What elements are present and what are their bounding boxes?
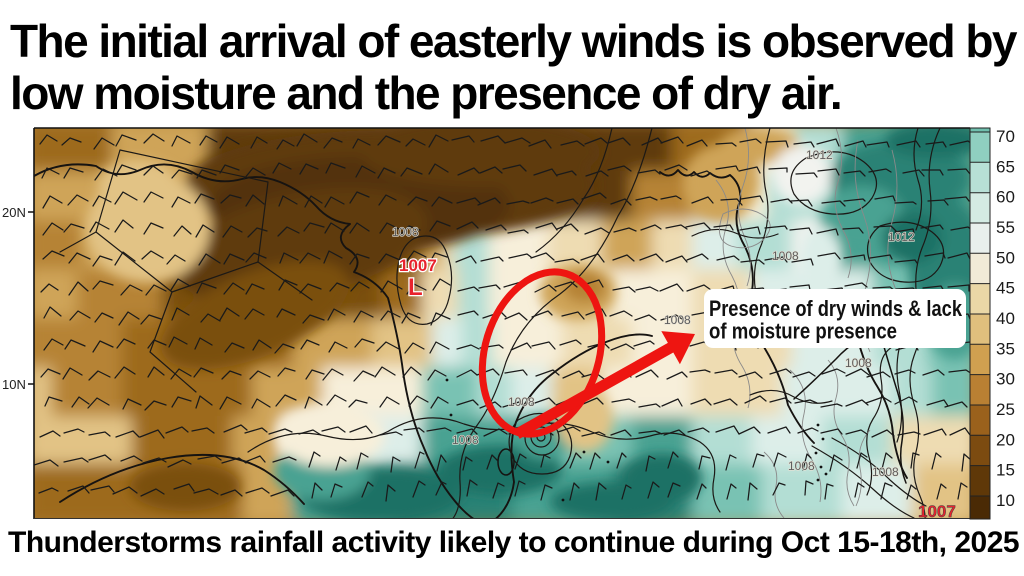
svg-text:20: 20 — [996, 430, 1015, 449]
svg-text:1008: 1008 — [845, 356, 872, 370]
svg-text:55: 55 — [996, 218, 1015, 237]
svg-text:10: 10 — [996, 491, 1015, 510]
svg-text:65: 65 — [996, 157, 1015, 176]
svg-text:35: 35 — [996, 339, 1015, 358]
svg-text:1008: 1008 — [392, 225, 419, 239]
svg-text:20N: 20N — [2, 205, 26, 220]
svg-text:1007: 1007 — [399, 256, 437, 275]
svg-text:10N: 10N — [2, 377, 26, 392]
svg-text:70: 70 — [996, 127, 1015, 146]
svg-text:1012: 1012 — [888, 230, 915, 244]
svg-text:30: 30 — [996, 370, 1015, 389]
svg-text:25: 25 — [996, 400, 1015, 419]
svg-text:1008: 1008 — [788, 459, 815, 473]
svg-text:1008: 1008 — [664, 313, 691, 327]
svg-text:L: L — [408, 274, 423, 301]
svg-text:15: 15 — [996, 461, 1015, 480]
svg-text:of moisture presence: of moisture presence — [709, 319, 897, 344]
svg-text:50: 50 — [996, 248, 1015, 267]
svg-text:1008: 1008 — [452, 433, 479, 447]
svg-text:1008: 1008 — [872, 465, 899, 479]
svg-text:1008: 1008 — [772, 249, 799, 263]
svg-text:Presence of dry winds & lack: Presence of dry winds & lack — [709, 296, 963, 321]
svg-text:40: 40 — [996, 309, 1015, 328]
svg-text:1012: 1012 — [806, 148, 833, 162]
svg-text:60: 60 — [996, 188, 1015, 207]
svg-text:1008: 1008 — [508, 395, 535, 409]
svg-text:1007: 1007 — [918, 502, 956, 521]
svg-text:45: 45 — [996, 279, 1015, 298]
